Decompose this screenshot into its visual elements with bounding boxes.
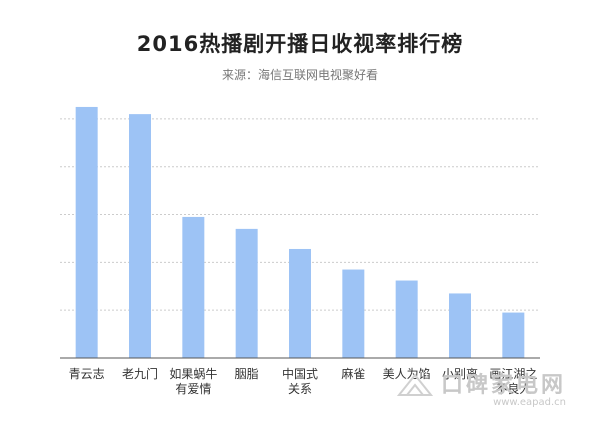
x-tick-label: 如果蜗牛有爱情 bbox=[169, 366, 217, 396]
chart-title: 2016热播剧开播日收视率排行榜 bbox=[136, 32, 464, 56]
x-tick-label: 中国式关系 bbox=[282, 366, 318, 396]
watermark-text: 口碑家电网 bbox=[440, 373, 566, 398]
bar bbox=[289, 248, 311, 358]
x-tick-label: 青云志 bbox=[69, 367, 105, 381]
x-tick-label: 美人为馅 bbox=[383, 366, 431, 381]
bar bbox=[235, 228, 258, 358]
x-tick-labels: 青云志 老九门 如果蜗牛有爱情 胭脂 中国式关系 麻雀 美人为馅 小别离 画江湖之不良人 bbox=[69, 366, 538, 396]
bar bbox=[182, 216, 205, 358]
watermark-logo-icon bbox=[396, 373, 434, 396]
chart-subtitle: 来源：海信互联网电视聚好看 bbox=[221, 68, 378, 82]
x-tick-label: 画江湖之不良人 bbox=[489, 366, 537, 396]
bar bbox=[342, 269, 365, 358]
x-tick-label: 麻雀 bbox=[341, 366, 365, 381]
bar bbox=[395, 280, 418, 358]
bar bbox=[502, 312, 525, 358]
bar bbox=[75, 106, 98, 358]
x-tick-label: 胭脂 bbox=[235, 366, 259, 381]
x-tick-label: 小别离 bbox=[442, 366, 478, 381]
watermark: 口碑家电网 www.eapad.cn bbox=[396, 367, 566, 408]
bar bbox=[449, 293, 471, 358]
watermark-url: www.eapad.cn bbox=[493, 397, 566, 408]
x-tick-label: 老九门 bbox=[122, 366, 158, 381]
bar bbox=[129, 114, 151, 358]
bars bbox=[75, 106, 525, 358]
